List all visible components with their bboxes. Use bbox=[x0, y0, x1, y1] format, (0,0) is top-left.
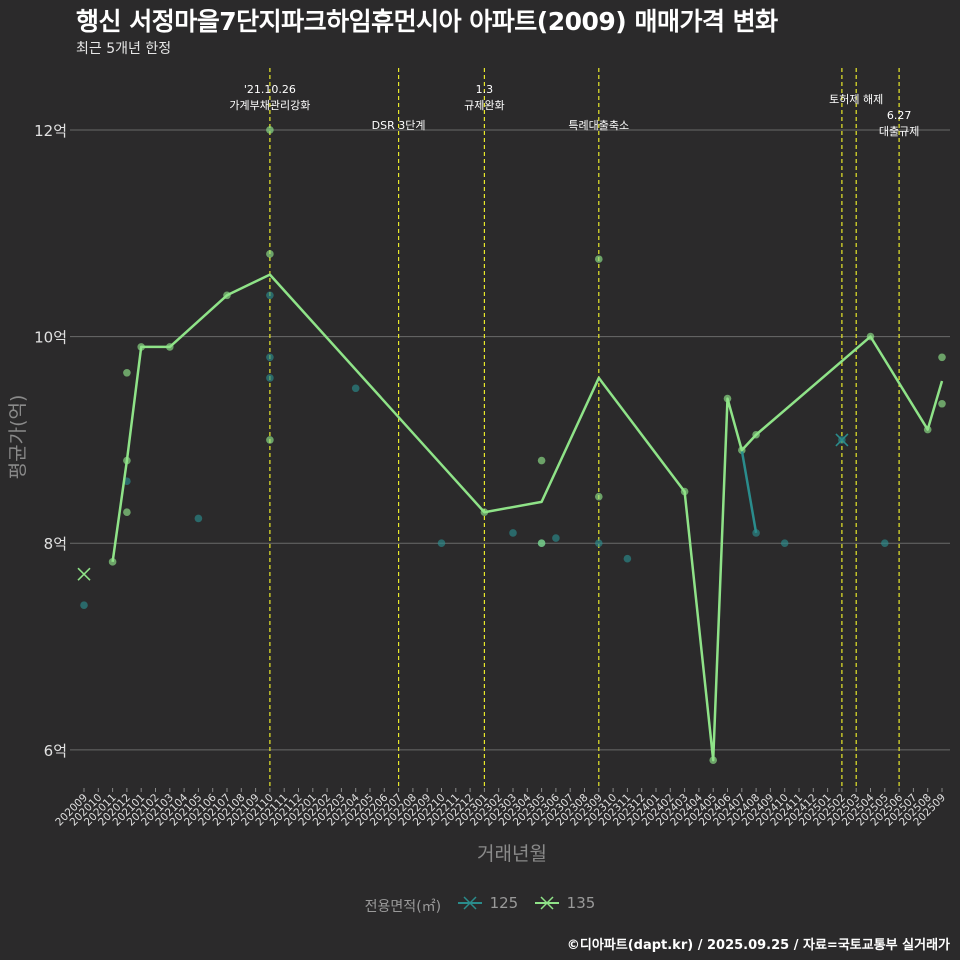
data-point-125 bbox=[266, 374, 274, 382]
data-point-125 bbox=[881, 539, 889, 548]
data-point-135 bbox=[266, 250, 274, 258]
data-point-135 bbox=[595, 255, 603, 263]
chart-subtitle: 최근 5개년 한정 bbox=[76, 41, 172, 57]
source-caption: ©디아파트(dapt.kr) / 2025.09.25 / 자료=국토교통부 실… bbox=[566, 938, 950, 953]
annotation-label: DSR 3단계 bbox=[372, 119, 426, 132]
legend-key-125-icon bbox=[457, 896, 482, 910]
data-point-125 bbox=[194, 514, 203, 523]
data-point-125 bbox=[266, 353, 274, 362]
data-point-125 bbox=[623, 554, 632, 563]
annotation-label: 토허제 해제 bbox=[829, 92, 883, 106]
y-tick-label: 12억 bbox=[34, 122, 67, 140]
data-point-135 bbox=[938, 399, 946, 408]
data-point-125 bbox=[266, 291, 274, 300]
grid-lines bbox=[70, 129, 950, 751]
annotation-label: 1.3 bbox=[476, 83, 494, 96]
data-point-135 bbox=[123, 508, 131, 517]
legend-label-125: 125 bbox=[489, 894, 519, 912]
data-point-135 bbox=[537, 456, 546, 465]
annotation-label: '21.10.26 bbox=[244, 83, 296, 96]
annotation-label: 대출규제 bbox=[879, 125, 919, 138]
data-series bbox=[77, 126, 946, 764]
data-point-135 bbox=[595, 492, 603, 501]
annotation-label: 특례대출축소 bbox=[568, 119, 629, 132]
data-point-125 bbox=[351, 384, 360, 393]
data-point-135 bbox=[266, 436, 274, 444]
legend: 전용면적(㎡) 125 135 bbox=[0, 894, 960, 916]
data-point-135 bbox=[266, 126, 274, 134]
data-point-135 bbox=[108, 558, 117, 566]
data-point-125 bbox=[552, 534, 560, 542]
x-axis-label: 거래년월 bbox=[477, 843, 547, 865]
legend-key-135-icon bbox=[534, 896, 559, 910]
annotation-label: 규제완화 bbox=[464, 99, 504, 112]
cross-stroke bbox=[77, 567, 91, 581]
x-axis: 2020092020102020112020122021012021022021… bbox=[53, 788, 948, 828]
data-point-135 bbox=[938, 353, 946, 362]
data-point-135 bbox=[123, 368, 131, 377]
chart-title: 행신 서정마을7단지파크하임휴먼시아 아파트(2009) 매매가격 변화 bbox=[76, 7, 778, 36]
series-line-135 bbox=[111, 273, 944, 762]
y-axis: 6억 8억 10억 12억 bbox=[34, 122, 67, 760]
data-point-125 bbox=[509, 529, 517, 537]
data-point-125 bbox=[437, 539, 446, 548]
cross-marker-125 bbox=[835, 433, 849, 447]
legend-label-135: 135 bbox=[566, 894, 596, 912]
legend-item-135: 135 bbox=[533, 894, 596, 912]
data-point-125 bbox=[595, 539, 603, 548]
legend-item-125: 125 bbox=[456, 894, 519, 912]
annotation-label: 6.27 bbox=[887, 109, 912, 122]
cross-marker-135 bbox=[77, 567, 91, 581]
y-tick-label: 6억 bbox=[44, 742, 67, 760]
y-tick-label: 8억 bbox=[44, 535, 67, 553]
y-tick-label: 10억 bbox=[34, 329, 67, 347]
cross-stroke bbox=[835, 433, 849, 447]
data-point-135 bbox=[537, 539, 546, 548]
legend-title: 전용면적(㎡) bbox=[364, 899, 442, 915]
data-point-125 bbox=[80, 601, 88, 610]
annotation-label: 가계부채관리강화 bbox=[229, 99, 310, 112]
y-axis-label: 평균가(억) bbox=[7, 395, 29, 480]
series-line-125 bbox=[740, 450, 758, 534]
data-point-125 bbox=[780, 539, 789, 548]
